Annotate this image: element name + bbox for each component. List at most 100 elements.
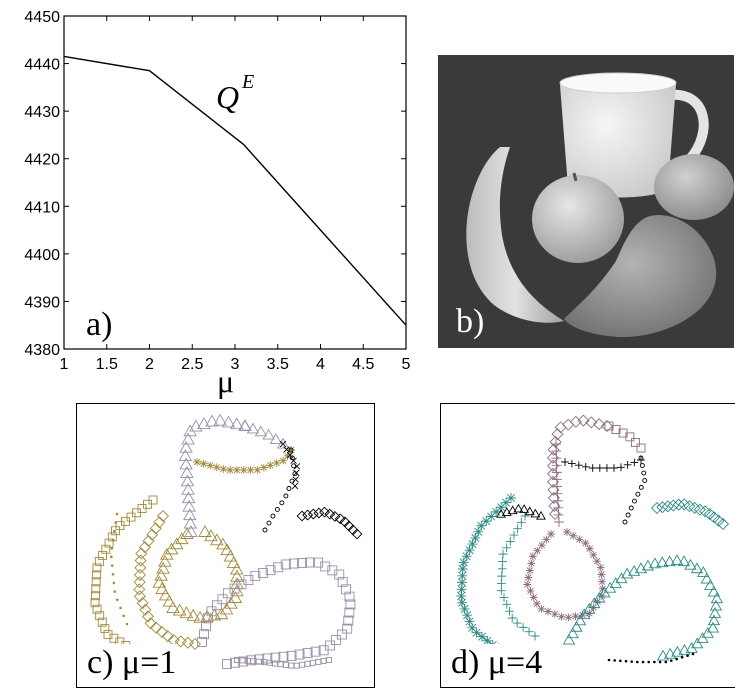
cluster-point <box>305 557 316 568</box>
cluster-point <box>562 633 576 645</box>
cluster-point <box>162 594 177 607</box>
cluster-point <box>175 532 189 545</box>
cluster-point <box>686 654 689 657</box>
cluster-point <box>569 531 578 540</box>
cluster-point <box>459 603 470 614</box>
cluster-point <box>95 611 105 621</box>
cluster-point <box>262 428 275 440</box>
cluster-point <box>293 463 301 470</box>
cluster-point <box>133 576 146 589</box>
cluster-point <box>91 584 101 594</box>
cluster-point <box>156 509 170 523</box>
cluster-point <box>224 596 238 609</box>
cluster-point <box>516 517 526 527</box>
cluster-point <box>636 443 646 453</box>
cluster-point <box>663 647 677 659</box>
cluster-point <box>496 586 506 596</box>
cluster-point <box>182 499 196 512</box>
y-tick-label: 4420 <box>24 152 60 169</box>
cluster-point <box>716 517 730 531</box>
cluster-point <box>266 520 272 526</box>
cluster-point <box>219 465 228 473</box>
cluster-point <box>675 657 678 661</box>
cluster-point <box>707 585 720 597</box>
cluster-point <box>197 417 211 429</box>
cluster-point <box>667 499 680 512</box>
cluster-point <box>693 503 706 516</box>
x-tick-label: 4 <box>316 356 325 373</box>
cluster-point <box>583 602 596 614</box>
cluster-point <box>149 522 162 535</box>
cluster-point <box>527 559 536 568</box>
cluster-point <box>334 569 345 580</box>
cluster-point <box>136 597 149 610</box>
cluster-point <box>188 637 202 651</box>
y-tick-label: 4450 <box>24 9 60 26</box>
cluster-point <box>554 517 564 527</box>
cluster-point <box>533 599 541 608</box>
cluster-point <box>200 621 211 632</box>
chart-panel-a: 4380 4390 4400 4410 4420 4430 4440 4450 1 1.5 2 2.… <box>24 9 410 399</box>
panel-c: c) μ=1 <box>76 403 375 688</box>
cluster-point <box>133 568 146 581</box>
cluster-point <box>523 580 532 589</box>
cluster-point <box>98 550 108 560</box>
cluster-point <box>100 624 110 634</box>
cluster-point <box>647 660 651 664</box>
cluster-point <box>547 530 555 538</box>
cluster-point <box>704 579 717 591</box>
cluster-point <box>94 557 104 566</box>
cluster-point <box>212 463 221 472</box>
cluster-point <box>529 593 538 602</box>
x-tick-label: 2 <box>145 356 154 373</box>
cluster-point <box>697 566 710 577</box>
cluster-point <box>253 466 262 474</box>
cluster-point <box>282 661 289 668</box>
cluster-point <box>156 561 170 574</box>
panel-label-a: a) <box>86 306 112 343</box>
cluster-point <box>641 470 647 476</box>
cluster-point <box>158 588 173 601</box>
cluster-point <box>593 418 606 431</box>
cluster-point <box>115 521 125 531</box>
cluster-point <box>603 464 611 472</box>
cluster-point <box>109 555 113 559</box>
cluster-point <box>197 637 207 647</box>
cluster-point <box>139 603 152 616</box>
cluster-point <box>343 615 354 626</box>
y-tick-label: 4380 <box>24 342 60 359</box>
cluster-point <box>293 662 300 669</box>
cluster-point <box>550 610 559 618</box>
cluster-point <box>107 532 117 542</box>
cluster-point <box>467 622 478 633</box>
cup-shape <box>559 72 709 198</box>
cluster-point <box>638 484 644 490</box>
cluster-point <box>656 501 669 514</box>
cluster-point <box>656 556 669 568</box>
cluster-point <box>92 563 102 573</box>
cluster-point <box>204 529 218 542</box>
cluster-point <box>641 660 645 664</box>
cluster-point <box>458 557 469 568</box>
cluster-point <box>661 500 674 513</box>
cluster-point <box>345 599 356 610</box>
cluster-point <box>607 658 611 662</box>
cluster-point <box>537 605 546 613</box>
cluster-point <box>319 506 330 518</box>
cluster-point <box>144 617 157 630</box>
cluster-point <box>278 651 289 662</box>
cluster-point <box>291 482 299 490</box>
cluster-point <box>562 418 575 431</box>
cluster-point <box>653 660 656 664</box>
cluster-point <box>464 616 475 627</box>
cluster-point <box>326 657 332 663</box>
cluster-point <box>593 557 601 566</box>
cluster-point <box>557 612 566 621</box>
cluster-point <box>524 627 534 637</box>
x-tick-label: 4.5 <box>352 356 374 373</box>
cluster-point <box>183 424 197 437</box>
panel-label-d: d) μ=4 <box>449 644 545 682</box>
x-tick-label: 3.5 <box>267 356 289 373</box>
cluster-point <box>226 556 241 569</box>
cluster-point <box>97 617 107 627</box>
